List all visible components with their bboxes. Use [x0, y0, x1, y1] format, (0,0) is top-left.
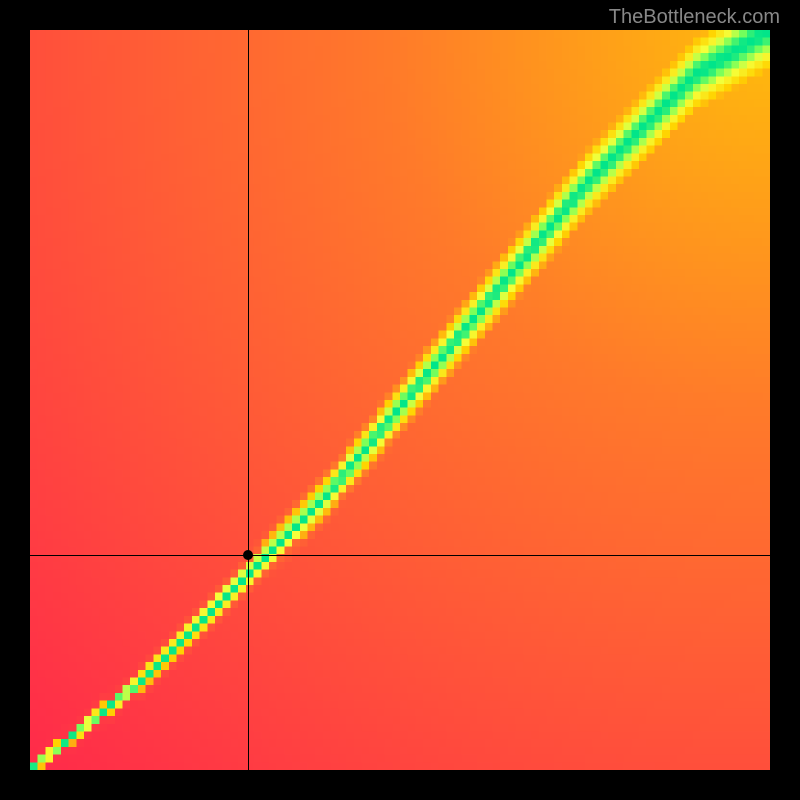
crosshair-horizontal — [30, 555, 770, 556]
watermark-text: TheBottleneck.com — [609, 6, 780, 29]
crosshair-vertical — [248, 30, 249, 770]
heatmap-canvas — [30, 30, 770, 770]
heatmap-plot — [30, 30, 770, 770]
crosshair-marker — [243, 550, 253, 560]
